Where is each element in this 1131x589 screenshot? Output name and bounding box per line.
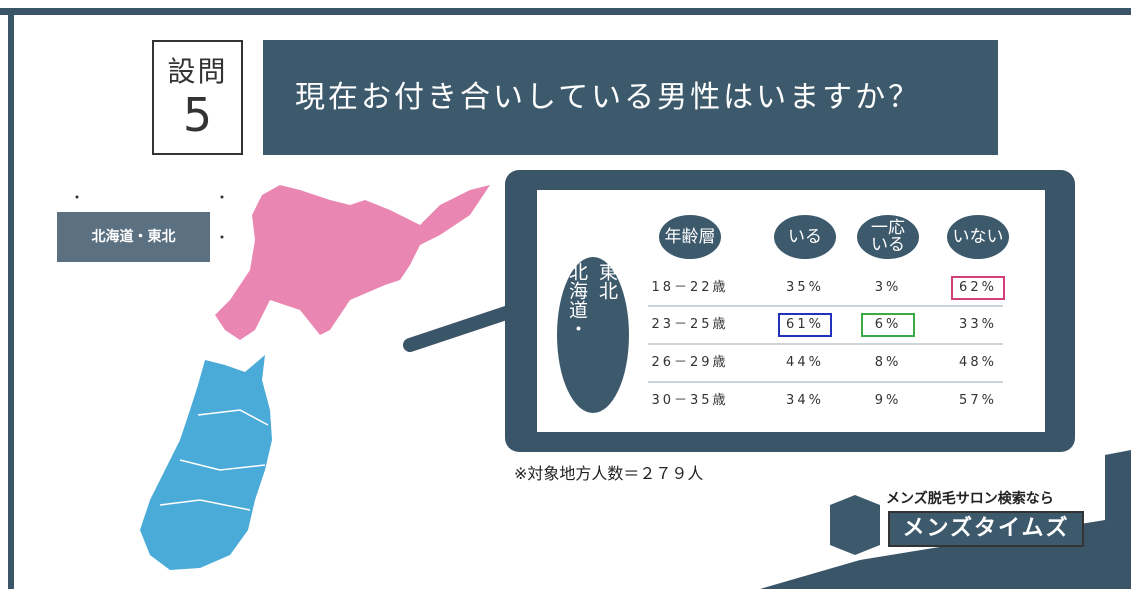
question-number: 5 (182, 88, 213, 142)
table-cell-highlight: 61% (778, 313, 832, 337)
table-cell: 35% (786, 280, 824, 295)
table-cell: 33% (959, 317, 997, 332)
region-tag: 北海道・東北 (57, 212, 210, 262)
table-cell-highlight: 6% (861, 313, 915, 337)
table-cell: 9% (874, 393, 902, 408)
table-region: 北海道・東北 (566, 262, 618, 338)
table-cell: 3% (874, 280, 902, 295)
table-cell: 57% (959, 393, 997, 408)
table-cell: 34% (786, 393, 824, 408)
logo-mark (830, 495, 880, 555)
hokkaido-map (215, 185, 490, 340)
column-header: 年齢層 (659, 215, 721, 259)
table-cell: 44% (786, 355, 824, 370)
table-cell: 48% (959, 355, 997, 370)
note: ※対象地方人数＝２７９人 (514, 464, 704, 483)
logo-tagline: メンズ脱毛サロン検索なら (886, 491, 1054, 507)
table-cell: 8% (874, 355, 902, 370)
table-cell: 30－35歳 (651, 393, 729, 408)
table-cell-highlight: 62% (951, 276, 1005, 300)
question-box: 設問 5 (152, 40, 243, 155)
tohoku-map (140, 355, 272, 570)
table-cell: 18－22歳 (651, 280, 729, 295)
table-cell: 23－25歳 (651, 317, 729, 332)
column-header: いない (947, 215, 1009, 259)
table-cell: 26－29歳 (651, 355, 729, 370)
column-header: 一応 いる (857, 215, 919, 259)
column-header: いる (774, 215, 836, 259)
question-label: 設問 (167, 55, 228, 88)
question-title: 現在お付き合いしている男性はいますか？ (263, 40, 998, 155)
logo-name: メンズタイムズ (888, 511, 1084, 547)
